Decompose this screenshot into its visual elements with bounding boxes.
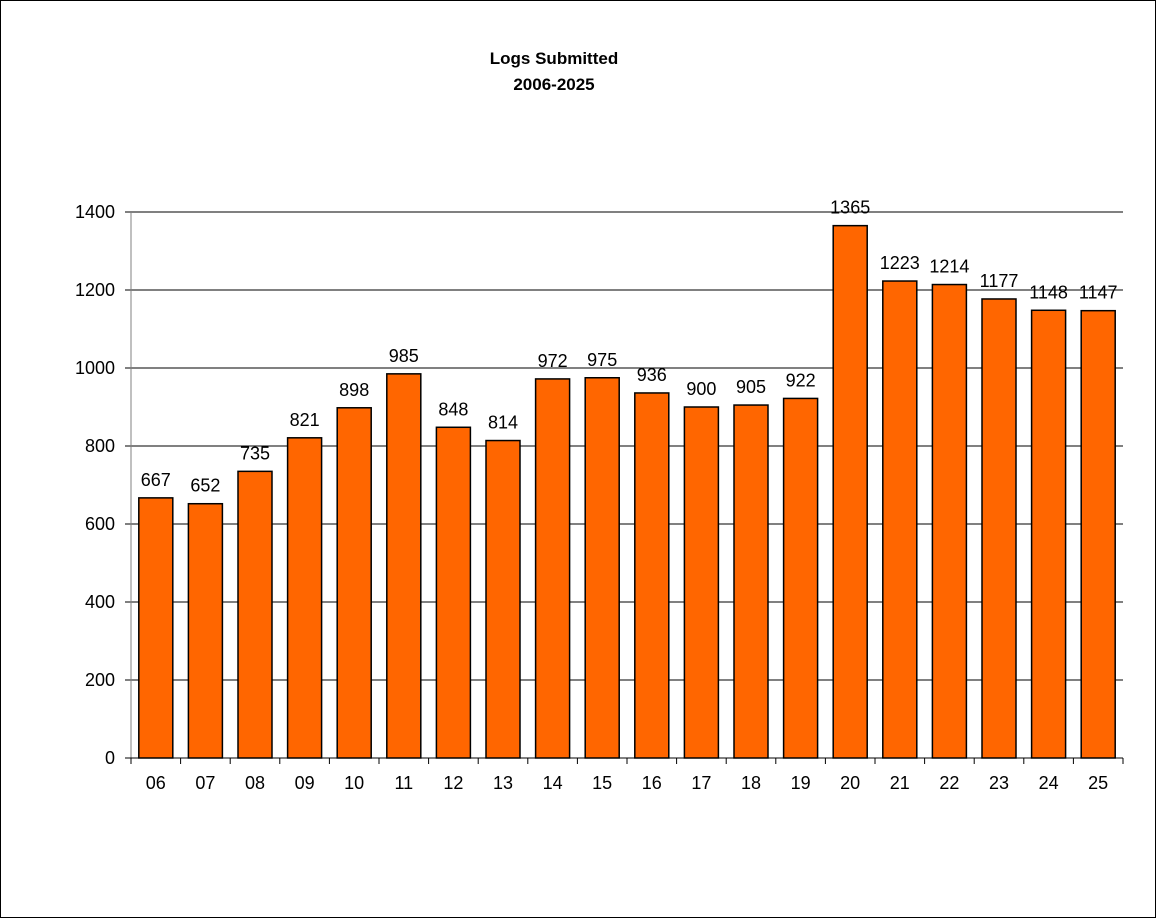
bar (1030, 309, 1067, 759)
x-tick-label: 06 (146, 773, 166, 793)
bar (832, 224, 868, 759)
y-tick-label: 400 (85, 592, 115, 612)
x-tick-label: 21 (890, 773, 910, 793)
chart-title: Logs Submitted (490, 49, 618, 68)
bar (931, 283, 968, 759)
x-tick-label: 11 (394, 773, 413, 793)
y-tick-label: 1000 (75, 358, 115, 378)
data-label: 1214 (929, 257, 969, 277)
data-label: 985 (389, 346, 419, 366)
bar (485, 439, 521, 759)
data-label: 972 (538, 351, 568, 371)
bar (286, 437, 323, 759)
bar (882, 280, 918, 759)
bar (534, 378, 571, 759)
bar (733, 404, 769, 759)
bar (683, 406, 720, 759)
bar (187, 502, 224, 759)
y-tick-label: 200 (85, 670, 115, 690)
bar (237, 470, 273, 759)
bar (336, 407, 372, 759)
x-tick-label: 17 (691, 773, 711, 793)
bar (435, 426, 472, 759)
x-tick-label: 20 (840, 773, 860, 793)
data-label: 667 (141, 470, 171, 490)
data-label: 735 (240, 443, 270, 463)
data-label: 1147 (1079, 283, 1118, 303)
x-tick-label: 19 (791, 773, 811, 793)
bar (138, 497, 174, 759)
data-label: 975 (587, 350, 617, 370)
chart-subtitle: 2006-2025 (513, 75, 594, 94)
data-label: 814 (488, 413, 518, 433)
data-label: 848 (438, 399, 468, 419)
data-label: 821 (290, 410, 320, 430)
data-label: 1177 (980, 271, 1019, 291)
x-tick-label: 13 (493, 773, 513, 793)
y-tick-label: 1400 (75, 202, 115, 222)
x-tick-label: 07 (195, 773, 215, 793)
bar (634, 392, 670, 759)
x-tick-label: 12 (443, 773, 463, 793)
x-tick-label: 15 (592, 773, 612, 793)
y-tick-label: 0 (105, 748, 115, 768)
bar (386, 373, 422, 759)
bar (1080, 309, 1116, 759)
x-tick-label: 09 (295, 773, 315, 793)
x-tick-label: 25 (1088, 773, 1108, 793)
data-label: 1223 (880, 253, 920, 273)
y-tick-label: 600 (85, 514, 115, 534)
y-tick-label: 800 (85, 436, 115, 456)
data-label: 936 (637, 365, 667, 385)
bar (584, 377, 620, 759)
data-label: 1365 (830, 198, 870, 218)
data-label: 922 (786, 370, 816, 390)
data-label: 652 (190, 476, 220, 496)
data-label: 1148 (1029, 282, 1068, 302)
bar (782, 397, 819, 759)
x-tick-label: 16 (642, 773, 662, 793)
x-tick-label: 08 (245, 773, 265, 793)
x-tick-label: 24 (1039, 773, 1059, 793)
bar (981, 298, 1017, 759)
data-label: 905 (736, 377, 766, 397)
x-tick-label: 22 (939, 773, 959, 793)
data-label: 900 (686, 379, 716, 399)
x-tick-label: 18 (741, 773, 761, 793)
x-tick-label: 10 (344, 773, 364, 793)
data-label: 898 (339, 380, 369, 400)
x-tick-label: 14 (543, 773, 563, 793)
y-tick-label: 1200 (75, 280, 115, 300)
x-tick-label: 23 (989, 773, 1009, 793)
